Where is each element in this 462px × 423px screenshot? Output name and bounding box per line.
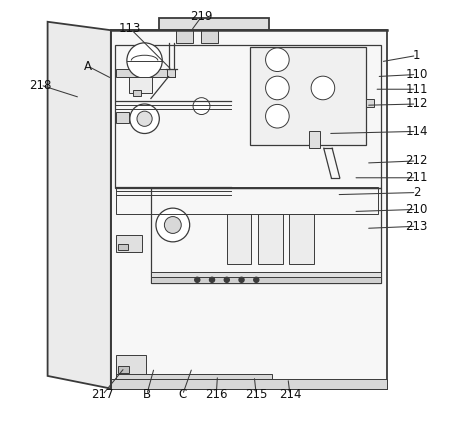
Bar: [176, 30, 193, 43]
Circle shape: [137, 111, 152, 126]
Text: A: A: [84, 60, 91, 72]
Circle shape: [156, 208, 190, 242]
Bar: [118, 366, 128, 374]
Circle shape: [195, 277, 200, 282]
Text: 219: 219: [190, 10, 213, 23]
Bar: [118, 244, 128, 250]
Text: 218: 218: [29, 79, 52, 91]
Circle shape: [130, 104, 159, 134]
Bar: [151, 188, 381, 283]
Text: 212: 212: [405, 154, 428, 168]
Bar: [111, 379, 387, 389]
Bar: [111, 30, 387, 389]
Bar: [227, 214, 251, 264]
Circle shape: [164, 217, 181, 233]
Polygon shape: [48, 22, 111, 389]
Circle shape: [266, 48, 289, 71]
Bar: [159, 18, 269, 30]
Circle shape: [209, 277, 214, 282]
Text: 210: 210: [405, 203, 428, 216]
Bar: [151, 275, 381, 283]
Bar: [258, 214, 283, 264]
Text: 2: 2: [413, 186, 420, 199]
Text: 216: 216: [205, 388, 227, 401]
Circle shape: [254, 277, 259, 282]
Circle shape: [224, 277, 229, 282]
Circle shape: [311, 76, 334, 100]
Circle shape: [266, 104, 289, 128]
Bar: [116, 113, 129, 123]
Bar: [116, 235, 142, 252]
Text: 111: 111: [405, 83, 428, 96]
Text: 114: 114: [405, 125, 428, 138]
Bar: [289, 214, 314, 264]
Text: 213: 213: [405, 220, 428, 233]
Text: 113: 113: [119, 22, 141, 35]
Bar: [309, 132, 320, 148]
Bar: [116, 69, 176, 77]
Bar: [116, 355, 146, 375]
Circle shape: [127, 43, 162, 78]
Circle shape: [239, 277, 244, 282]
Text: 217: 217: [91, 388, 114, 401]
Text: 112: 112: [405, 97, 428, 110]
Text: C: C: [178, 388, 187, 401]
Bar: [116, 374, 272, 379]
Bar: [201, 30, 219, 43]
Bar: [115, 45, 381, 188]
Circle shape: [266, 76, 289, 100]
Bar: [129, 77, 152, 93]
Bar: [151, 272, 381, 277]
Bar: [116, 187, 378, 214]
Text: 1: 1: [413, 49, 420, 62]
Text: B: B: [143, 388, 151, 401]
Bar: [133, 91, 141, 96]
Text: 110: 110: [405, 68, 428, 81]
Circle shape: [193, 98, 210, 115]
Text: 211: 211: [405, 171, 428, 184]
Text: 214: 214: [279, 388, 301, 401]
Text: 215: 215: [245, 388, 267, 401]
Bar: [250, 47, 366, 145]
Bar: [366, 99, 373, 107]
